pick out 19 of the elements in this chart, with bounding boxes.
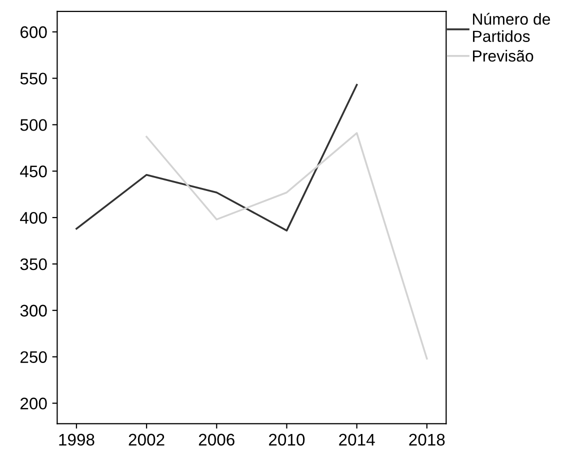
x-tick-label: 2006 [198,434,234,446]
legend-label: Número de Partidos [473,12,550,42]
line-series [76,84,358,232]
x-tick-label: 2010 [269,434,305,446]
y-tick-label: 550 [20,72,47,84]
x-tick-label: 2018 [409,434,445,446]
y-tick-label: 350 [20,258,47,270]
y-tick-label: 500 [20,119,47,131]
y-tick-label: 300 [20,304,47,317]
y-tick-label: 400 [20,212,47,224]
x-tick-label: 2002 [128,434,164,446]
x-tick-label: 2014 [339,434,375,446]
y-tick-label: 450 [20,166,47,178]
legend-label: Previsão [473,50,534,62]
y-tick-label: 250 [20,351,47,364]
y-tick-label: 600 [20,26,47,38]
line-series [146,132,428,360]
y-tick-label: 200 [20,398,47,410]
x-tick-label: 1998 [59,434,94,446]
